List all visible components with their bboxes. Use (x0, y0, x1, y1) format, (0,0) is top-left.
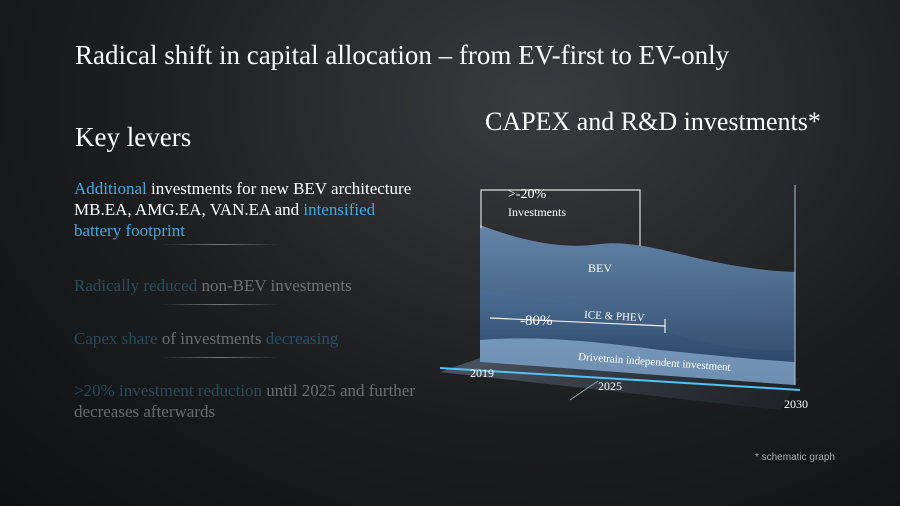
slide-title: Radical shift in capital allocation – fr… (75, 40, 730, 70)
highlight: Capex share (74, 329, 158, 348)
highlight: decreasing (265, 329, 339, 348)
year-label: 2019 (470, 366, 494, 380)
text: until 2025 and further decreases afterwa… (74, 381, 416, 421)
text: investments for new BEV architecture MB.… (74, 179, 412, 219)
graph-heading: CAPEX and R&D investments* (485, 107, 821, 136)
highlight: Additional (74, 179, 147, 198)
footnote: * schematic graph (755, 452, 835, 463)
lever: Radically reduced non-BEV investments (74, 275, 424, 296)
text: of investments (157, 329, 266, 348)
area-label: ICE & PHEV (584, 309, 645, 324)
bracket-label: >-20% (508, 187, 547, 202)
separator (160, 304, 280, 305)
lever: >20% investment reduction until 2025 and… (74, 380, 424, 422)
bracket-sublabel: Investments (508, 205, 566, 219)
year-line (569, 380, 599, 401)
reduction-label: -80% (520, 313, 553, 329)
drivetrain-area (480, 338, 795, 385)
separator (160, 244, 280, 245)
year-label: 2025 (598, 379, 622, 393)
levers-heading: Key levers (75, 122, 192, 152)
highlight: >20% investment reduction (74, 381, 263, 400)
area-label: BEV (588, 261, 612, 275)
text: non-BEV investments (197, 276, 352, 295)
lever: Additional investments for new BEV archi… (74, 178, 424, 241)
year-label: 2030 (784, 397, 808, 411)
separator (160, 357, 280, 358)
highlight: Radically reduced (74, 276, 198, 295)
floor (440, 358, 800, 410)
reduction-arrow (489, 317, 666, 327)
bracket (480, 189, 641, 246)
lever: Capex share of investments decreasing (74, 328, 424, 349)
highlight: intensified battery footprint (74, 200, 376, 240)
floor-line (439, 367, 801, 391)
